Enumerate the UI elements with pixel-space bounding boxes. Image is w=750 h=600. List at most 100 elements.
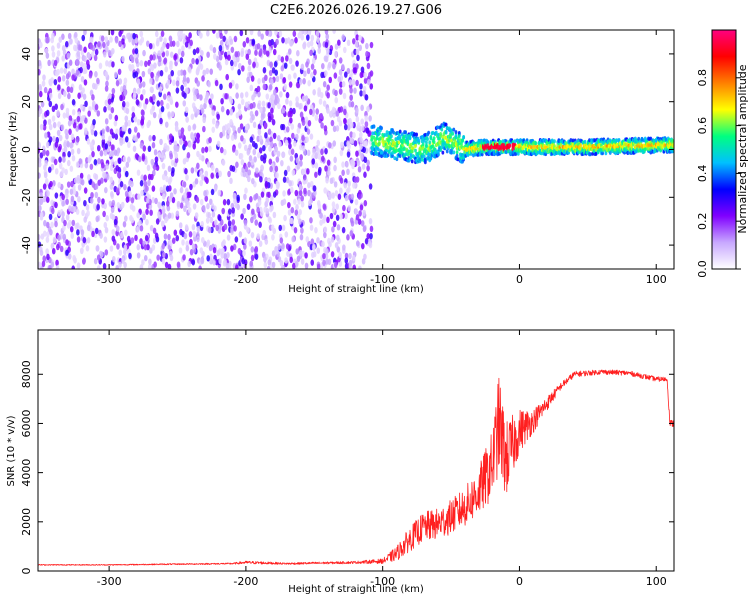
spectrogram-cell	[195, 58, 199, 65]
spectrogram-cell	[72, 188, 77, 196]
spectrogram-cell	[242, 207, 246, 215]
spectrogram-cell	[159, 117, 163, 125]
spectrogram-cell	[196, 225, 201, 233]
spectrogram-cell	[203, 102, 207, 110]
spectrogram-cell	[358, 210, 362, 217]
spectrogram-cell	[279, 260, 284, 267]
spectrogram-cell	[50, 242, 55, 250]
spectrogram-cell	[42, 230, 47, 237]
spectrogram-cell	[204, 170, 209, 178]
spectrogram-cell	[125, 161, 130, 168]
spectrogram-cell	[363, 156, 368, 164]
spectrogram-cell	[433, 147, 437, 152]
spectrogram-cell	[140, 109, 145, 116]
spectrogram-cell	[239, 30, 244, 37]
spectrogram-cell	[170, 159, 175, 166]
spectrogram-cell	[333, 261, 338, 269]
spectrogram-cell	[298, 208, 302, 216]
spectrogram-cell	[432, 140, 436, 145]
spectrogram-cell	[251, 177, 255, 185]
spectrogram-cell	[261, 100, 266, 107]
spectrogram-cell	[488, 151, 492, 156]
spectrogram-cell	[226, 234, 231, 241]
spectrogram-cell	[320, 148, 324, 156]
spectrogram-cell	[285, 55, 289, 62]
spectrogram-cell	[244, 165, 249, 173]
spectrogram-cell	[605, 144, 609, 149]
spectrogram-cell	[166, 79, 171, 86]
spectrogram-cell	[280, 123, 284, 131]
spectrogram-cell	[364, 120, 369, 128]
spectrogram-cell	[258, 135, 263, 142]
spectrogram-cell	[292, 262, 296, 269]
spectrogram-cell	[93, 159, 98, 166]
spectrogram-cell	[116, 171, 121, 178]
spectrogram-cell	[334, 50, 338, 58]
spectrogram-cell	[169, 192, 174, 199]
spectrogram-cell	[243, 193, 247, 201]
spectrogram-cell	[104, 71, 109, 78]
spectrogram-cell	[38, 172, 41, 179]
spectrogram-cell	[155, 218, 160, 225]
spectrogram-cell	[212, 46, 217, 54]
spectrogram-cell	[339, 177, 344, 184]
spectrogram-cell	[256, 233, 261, 240]
spectrogram-cell	[50, 77, 54, 84]
spectrogram-cell	[300, 63, 305, 71]
spectrogram-cell	[168, 35, 173, 42]
spectrogram-cell	[110, 206, 115, 214]
spectrogram-cell	[83, 30, 87, 36]
spectrogram-cell	[128, 252, 132, 260]
spectrogram-cell	[275, 38, 279, 46]
spectrogram-cell	[361, 163, 366, 170]
spectrogram-cell	[480, 152, 484, 157]
spectrogram-cell	[388, 142, 392, 147]
spectrogram-cell	[48, 100, 53, 108]
spectrogram-cell	[260, 33, 264, 40]
spectrogram-cell	[156, 254, 160, 261]
spectrogram-cell	[45, 52, 50, 59]
spectrogram-cell	[63, 67, 68, 75]
spectrogram-cell	[275, 156, 280, 163]
spectrogram-cell	[244, 187, 248, 194]
spectrogram-cell	[111, 87, 116, 95]
spectrogram-cell	[169, 63, 173, 71]
spectrogram-cell	[356, 54, 360, 62]
spectrogram-cell	[285, 243, 290, 250]
spectrogram-cell	[270, 194, 274, 202]
spectrogram-cell	[148, 258, 152, 265]
spectrogram-cell	[212, 30, 216, 34]
spectrogram-cell	[38, 107, 43, 115]
spectrogram-cell	[209, 216, 214, 224]
spectrogram-cell	[386, 145, 390, 150]
spectrogram-cell	[485, 151, 489, 156]
colorbar-tick-label: 0.4	[696, 165, 709, 183]
spectrogram-cell	[58, 162, 63, 170]
spectrogram-cell	[139, 60, 144, 67]
spectrogram-cell	[82, 257, 86, 264]
spectrogram-cell	[218, 257, 223, 265]
spectrogram-cell	[210, 164, 215, 171]
spectrogram-cell	[110, 30, 115, 36]
spectrogram-cell	[324, 30, 329, 35]
spectrogram-cell	[57, 234, 61, 241]
spectrogram-cell	[144, 234, 149, 242]
spectrogram-cell	[199, 247, 204, 254]
spectrogram-cell	[187, 206, 192, 214]
spectrogram-cell	[122, 84, 127, 92]
spectrogram-cell	[51, 247, 56, 255]
spectrogram-cell	[265, 196, 270, 204]
spectrogram-cell	[91, 230, 95, 238]
spectrogram-cell	[365, 50, 369, 58]
spectrogram-cell	[322, 81, 327, 88]
spectrogram-cell	[66, 52, 71, 59]
spectrogram-cell	[377, 131, 381, 136]
spectrogram-cell	[608, 150, 612, 155]
spectrogram-cell	[241, 65, 245, 72]
spectrogram-cell	[111, 132, 116, 139]
spectrogram-cell	[408, 136, 412, 141]
spectrogram-cell	[161, 162, 166, 170]
spectrogram-cell	[211, 109, 216, 116]
spectrogram-cell	[141, 70, 146, 78]
spectrogram-cell	[54, 103, 58, 110]
